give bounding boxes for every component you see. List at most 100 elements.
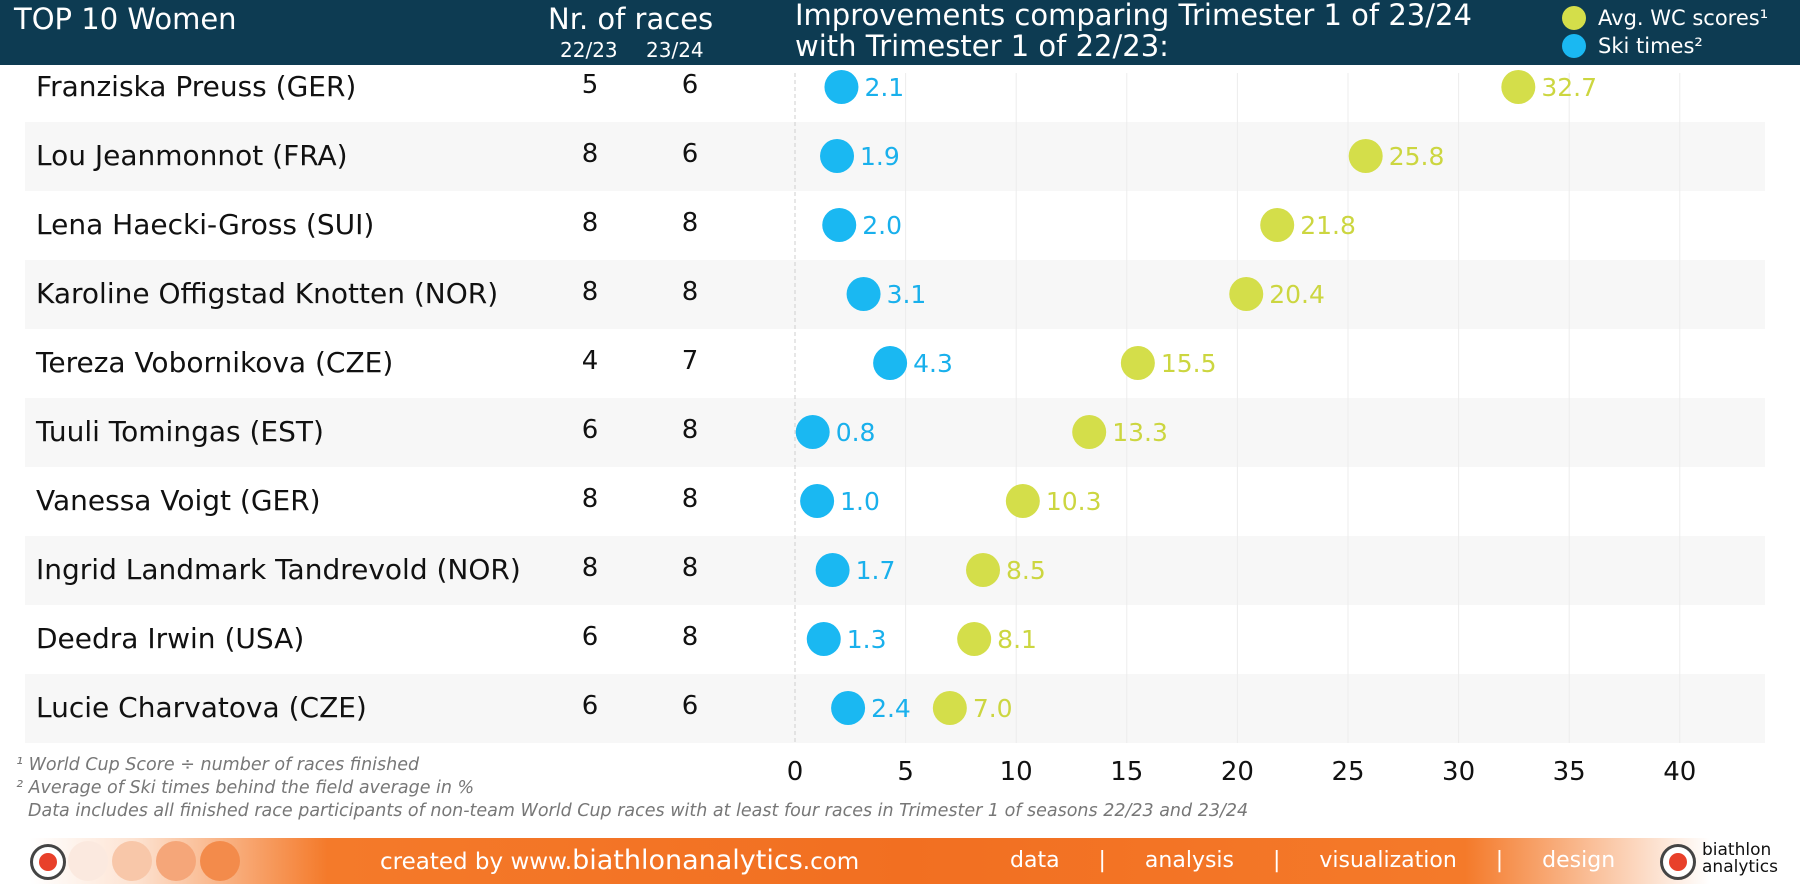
services-text: data | analysis | visualization | design xyxy=(1010,848,1616,873)
x-tick-label: 30 xyxy=(1442,757,1475,787)
credit-text: created by www.biathlonanalytics.com xyxy=(380,845,859,876)
wc-score-value-label: 21.8 xyxy=(1300,211,1356,240)
chart-headline: Improvements comparing Trimester 1 of 23… xyxy=(795,0,1472,62)
wc-score-value-label: 15.5 xyxy=(1161,349,1217,378)
x-tick-label: 40 xyxy=(1663,757,1696,787)
ski-time-value-label: 4.3 xyxy=(913,349,953,378)
wc-score-dot xyxy=(1005,484,1040,518)
wc-score-dot xyxy=(966,553,1001,587)
athlete-name: Lena Haecki-Gross (SUI) xyxy=(36,208,375,241)
races-23-24-value: 7 xyxy=(681,346,699,376)
headline-line-2: with Trimester 1 of 22/23: xyxy=(795,29,1169,63)
brand-line-1: biathlon xyxy=(1702,840,1772,860)
wc-score-dot xyxy=(1072,415,1107,449)
row-band xyxy=(25,398,1765,467)
row-band xyxy=(25,674,1765,743)
footnote-2: ² Average of Ski times behind the field … xyxy=(16,778,475,798)
ski-time-dot xyxy=(820,139,855,173)
races-22-23-value: 6 xyxy=(581,415,599,445)
wc-score-value-label: 13.3 xyxy=(1112,418,1168,447)
athlete-name: Tuuli Tomingas (EST) xyxy=(36,415,324,448)
row-band xyxy=(25,536,1765,605)
races-22-23-value: 4 xyxy=(581,346,599,376)
chart-title: TOP 10 Women xyxy=(14,2,237,36)
x-tick-label: 5 xyxy=(897,757,914,787)
races-23-24-value: 6 xyxy=(681,70,699,100)
brand-line-2: analytics xyxy=(1702,857,1778,877)
decor-circle-icon xyxy=(112,841,152,881)
x-tick-label: 0 xyxy=(787,757,804,787)
athlete-name: Ingrid Landmark Tandrevold (NOR) xyxy=(36,553,521,586)
wc-score-dot xyxy=(1348,139,1383,173)
header-bar: TOP 10 Women Nr. of races 22/23 23/24 Im… xyxy=(0,0,1800,65)
races-22-23-value: 6 xyxy=(581,691,599,721)
wc-score-value-label: 8.1 xyxy=(997,625,1037,654)
wc-score-dot xyxy=(1120,346,1155,380)
brand-logo-icon xyxy=(1660,844,1696,880)
athlete-name: Karoline Offigstad Knotten (NOR) xyxy=(36,277,499,310)
wc-score-dot xyxy=(1501,70,1536,104)
ski-time-value-label: 3.1 xyxy=(887,280,927,309)
ski-time-dot xyxy=(800,484,835,518)
races-23-24-value: 6 xyxy=(681,691,699,721)
x-tick-label: 10 xyxy=(1000,757,1033,787)
races-22-23-value: 5 xyxy=(581,70,599,100)
credit-suffix: .com xyxy=(802,849,860,875)
ski-time-dot xyxy=(824,70,859,104)
credit-domain: biathlonanalytics xyxy=(572,845,803,876)
legend-label-wc-scores: Avg. WC scores¹ xyxy=(1598,6,1769,30)
legend-item-wc-scores: Avg. WC scores¹ xyxy=(1562,6,1768,30)
athlete-name: Lucie Charvatova (CZE) xyxy=(36,691,367,724)
wc-score-value-label: 32.7 xyxy=(1541,73,1597,102)
legend-item-ski-times: Ski times² xyxy=(1562,34,1703,58)
x-tick-label: 20 xyxy=(1221,757,1254,787)
footer-bar xyxy=(30,838,1780,884)
ski-time-value-label: 1.3 xyxy=(847,625,887,654)
ski-time-dot xyxy=(822,208,857,242)
footnote-1: ¹ World Cup Score ÷ number of races fini… xyxy=(16,755,420,775)
ski-time-value-label: 1.9 xyxy=(860,142,900,171)
races-23-24-value: 8 xyxy=(681,622,699,652)
wc-score-value-label: 25.8 xyxy=(1389,142,1445,171)
x-tick-label: 35 xyxy=(1553,757,1586,787)
wc-score-value-label: 10.3 xyxy=(1046,487,1102,516)
dot-chart: 0 5 10 15 20 25 30 35 40 32.7 25.8 21.8 20.4 15.5 13.3… xyxy=(787,70,1696,787)
wc-score-value-label: 7.0 xyxy=(973,694,1013,723)
athlete-name: Vanessa Voigt (GER) xyxy=(36,484,321,517)
legend-dot-wc-scores xyxy=(1562,6,1586,30)
races-column-title: Nr. of races xyxy=(548,2,714,36)
ski-time-value-label: 1.0 xyxy=(840,487,880,516)
races-23-24-value: 6 xyxy=(681,139,699,169)
row-band xyxy=(25,260,1765,329)
decor-circle-icon xyxy=(156,841,196,881)
athlete-name: Lou Jeanmonnot (FRA) xyxy=(36,139,348,172)
ski-time-value-label: 0.8 xyxy=(836,418,876,447)
ski-time-value-label: 2.0 xyxy=(862,211,902,240)
legend-label-ski-times: Ski times² xyxy=(1598,34,1703,58)
races-23-24-value: 8 xyxy=(681,484,699,514)
ski-time-value-label: 2.1 xyxy=(864,73,904,102)
ski-time-dot xyxy=(795,415,830,449)
decor-circle-icon xyxy=(68,841,108,881)
races-23-24-value: 8 xyxy=(681,208,699,238)
ski-time-dot xyxy=(831,691,866,725)
brand-text: biathlon analytics xyxy=(1702,842,1778,876)
athlete-name: Deedra Irwin (USA) xyxy=(36,622,305,655)
wc-score-dot xyxy=(1229,277,1264,311)
races-22-23-value: 8 xyxy=(581,484,599,514)
races-22-23-value: 8 xyxy=(581,277,599,307)
athlete-name: Tereza Vobornikova (CZE) xyxy=(36,346,394,379)
ski-time-dot xyxy=(873,346,908,380)
athlete-name: Franziska Preuss (GER) xyxy=(36,70,357,103)
x-tick-label: 25 xyxy=(1331,757,1364,787)
races-23-24-value: 8 xyxy=(681,415,699,445)
wc-score-value-label: 8.5 xyxy=(1006,556,1046,585)
ski-time-value-label: 1.7 xyxy=(856,556,896,585)
legend-dot-ski-times xyxy=(1562,34,1586,58)
wc-score-dot xyxy=(932,691,967,725)
x-tick-label: 15 xyxy=(1110,757,1143,787)
credit-prefix: created by www. xyxy=(380,849,573,875)
footnote-3: Data includes all finished race particip… xyxy=(28,801,1249,821)
wc-score-value-label: 20.4 xyxy=(1269,280,1325,309)
wc-score-dot xyxy=(957,622,992,656)
